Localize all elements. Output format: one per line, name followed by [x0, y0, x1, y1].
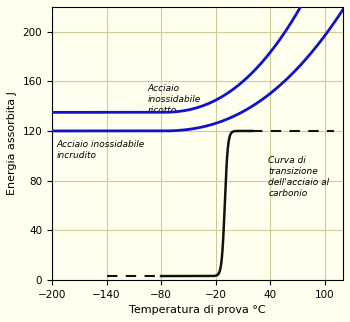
Text: Acciaio inossidabile
incrudito: Acciaio inossidabile incrudito	[56, 140, 145, 160]
Y-axis label: Energia assorbita J: Energia assorbita J	[7, 91, 17, 195]
Text: Acciaio
inossidabile
ricotto: Acciaio inossidabile ricotto	[147, 84, 201, 115]
Text: Curva di
transizione
dell'acciaio al
carbonio: Curva di transizione dell'acciaio al car…	[268, 156, 330, 198]
X-axis label: Temperatura di prova °C: Temperatura di prova °C	[129, 305, 266, 315]
